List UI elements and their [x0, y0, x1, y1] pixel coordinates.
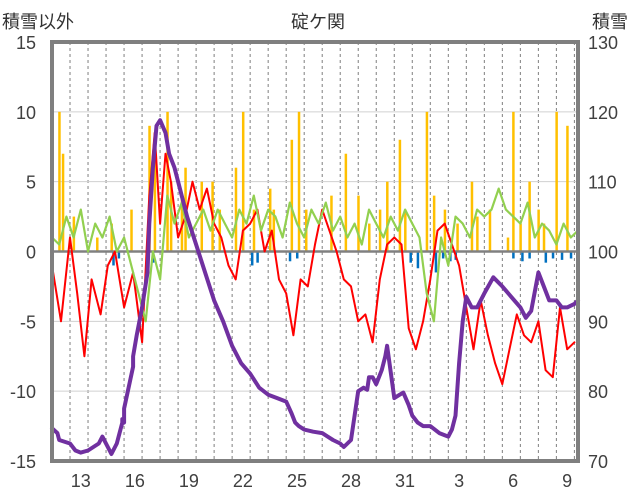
snowfall-bar — [218, 209, 222, 252]
x-tick-label: 31 — [395, 471, 415, 491]
x-tick-label: 13 — [71, 471, 91, 491]
left-tick-label: 10 — [16, 103, 36, 123]
snowfall-bar — [241, 111, 245, 252]
snowfall-bar — [470, 181, 474, 252]
snowfall-bar — [272, 209, 276, 252]
x-tick-label: 6 — [508, 471, 518, 491]
chart-title: 碇ケ関 — [291, 12, 345, 33]
left-tick-label: 0 — [26, 243, 36, 263]
precip-bar — [117, 251, 121, 259]
snowfall-bar — [404, 209, 407, 252]
precip-bar — [288, 251, 292, 262]
left-tick-label: 15 — [16, 33, 36, 53]
precip-bar — [416, 251, 420, 269]
precip-bar — [250, 251, 254, 266]
line-series — [50, 118, 580, 456]
snowfall-bar — [506, 237, 510, 252]
snowfall-bar — [398, 139, 402, 252]
wind-line — [50, 187, 580, 323]
x-tick-label: 3 — [454, 471, 464, 491]
snowfall-bar — [252, 209, 256, 252]
left-tick-label: -10 — [10, 382, 36, 402]
x-tick-label: 19 — [179, 471, 199, 491]
left-tick-label: 5 — [26, 173, 36, 193]
right-tick-label: 120 — [588, 103, 618, 123]
snowfall-bar — [476, 216, 479, 252]
precip-series — [112, 251, 573, 273]
snowfall-bar — [58, 111, 61, 252]
right-tick-label: 110 — [588, 173, 617, 193]
precip-bar — [441, 251, 445, 259]
x-tick-label: 22 — [233, 471, 253, 491]
precip-bar — [112, 251, 115, 266]
snowfall-bar — [234, 167, 238, 252]
snowfall-bar — [297, 111, 301, 252]
snow-depth-line — [50, 118, 580, 456]
snowfall-bar — [432, 195, 436, 252]
right-tick-label: 130 — [588, 33, 618, 53]
precip-bar — [528, 251, 531, 259]
precip-bar — [569, 251, 573, 259]
snowfall-bar — [368, 223, 371, 252]
snowfall-bar — [425, 111, 429, 252]
tick-labels: 15 10 5 0 -5 -10 -15 130 120 110 100 90 80 70 13 16 19 22… — [10, 33, 618, 491]
snowfall-bar — [268, 188, 272, 252]
snowfall-bar — [386, 181, 389, 252]
snowfall-bar — [555, 111, 558, 252]
x-tick-label: 16 — [125, 471, 145, 491]
snowfall-bar — [443, 209, 447, 252]
left-tick-label: -5 — [20, 312, 36, 332]
snowfall-bar — [110, 223, 113, 252]
x-tick-label: 25 — [287, 471, 307, 491]
right-axis-label: 積雪 — [592, 12, 628, 33]
precip-bar — [295, 251, 299, 259]
left-axis-label: 積雪以外 — [2, 12, 74, 33]
right-tick-label: 100 — [588, 243, 618, 263]
snowfall-bar — [169, 181, 173, 252]
precip-bar — [512, 251, 515, 259]
precip-bar — [256, 251, 259, 263]
snowfall-bar — [357, 195, 360, 252]
precip-bar — [544, 251, 548, 263]
snowfall-bar — [488, 209, 492, 252]
snowfall-bar — [344, 153, 348, 252]
precip-bar — [521, 251, 524, 262]
right-tick-label: 90 — [588, 312, 608, 332]
plot-frame — [50, 40, 580, 463]
right-tick-label: 70 — [588, 452, 608, 472]
snowfall-bar — [456, 223, 459, 252]
snowfall-bar — [61, 153, 65, 252]
snowfall-bar — [519, 223, 522, 252]
snowfall-bar — [512, 111, 515, 252]
snowfall-bar — [542, 223, 546, 252]
precip-bar — [409, 251, 412, 263]
precip-bar — [560, 251, 564, 260]
left-tick-label: -15 — [10, 452, 36, 472]
snowfall-bar — [290, 139, 294, 252]
right-tick-label: 80 — [588, 382, 608, 402]
snowfall-bar — [200, 181, 204, 252]
plot-border — [50, 40, 580, 463]
precip-bar — [434, 251, 438, 273]
snowfall-bar — [130, 209, 133, 252]
snowfall-bar — [96, 237, 99, 252]
x-tick-label: 28 — [341, 471, 361, 491]
snowfall-bar — [566, 125, 569, 252]
precip-bar — [551, 251, 555, 259]
snowfall-bar — [153, 146, 157, 252]
x-tick-label: 9 — [562, 471, 572, 491]
snowfall-bar — [166, 111, 169, 252]
